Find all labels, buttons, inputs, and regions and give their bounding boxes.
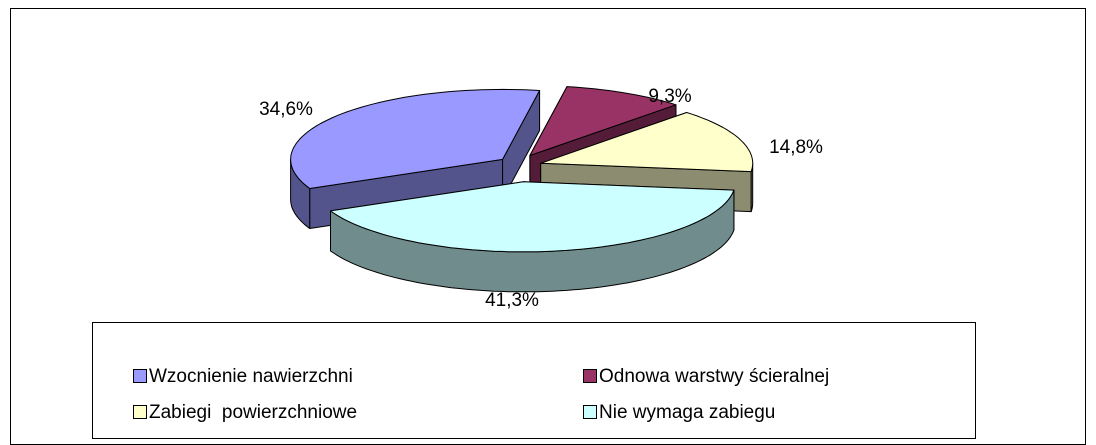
- legend-label: Nie wymaga zabiegu: [599, 402, 775, 423]
- legend: Wzocnienie nawierzchni Odnowa warstwy ści…: [133, 366, 829, 423]
- legend-swatch: [133, 369, 147, 383]
- data-label: 14,8%: [769, 137, 823, 158]
- slice: [540, 112, 754, 173]
- data-label: 9,3%: [648, 86, 691, 107]
- data-label: 34,6%: [259, 99, 313, 120]
- data-labels: 34,6% 9,3% 14,8% 41,3%: [259, 86, 823, 311]
- slice: [290, 88, 541, 189]
- pie: [290, 86, 754, 293]
- legend-swatch: [133, 405, 147, 419]
- legend-label: Zabiegi powierzchniowe: [149, 402, 357, 423]
- slice: [330, 181, 735, 253]
- legend-swatch: [583, 369, 597, 383]
- data-label: 41,3%: [485, 290, 539, 311]
- legend-label: Odnowa warstwy ścieralnej: [599, 366, 829, 387]
- legend-box: [92, 322, 976, 439]
- legend-swatch: [583, 405, 597, 419]
- slice: [529, 86, 677, 156]
- legend-label: Wzocnienie nawierzchni: [149, 366, 353, 387]
